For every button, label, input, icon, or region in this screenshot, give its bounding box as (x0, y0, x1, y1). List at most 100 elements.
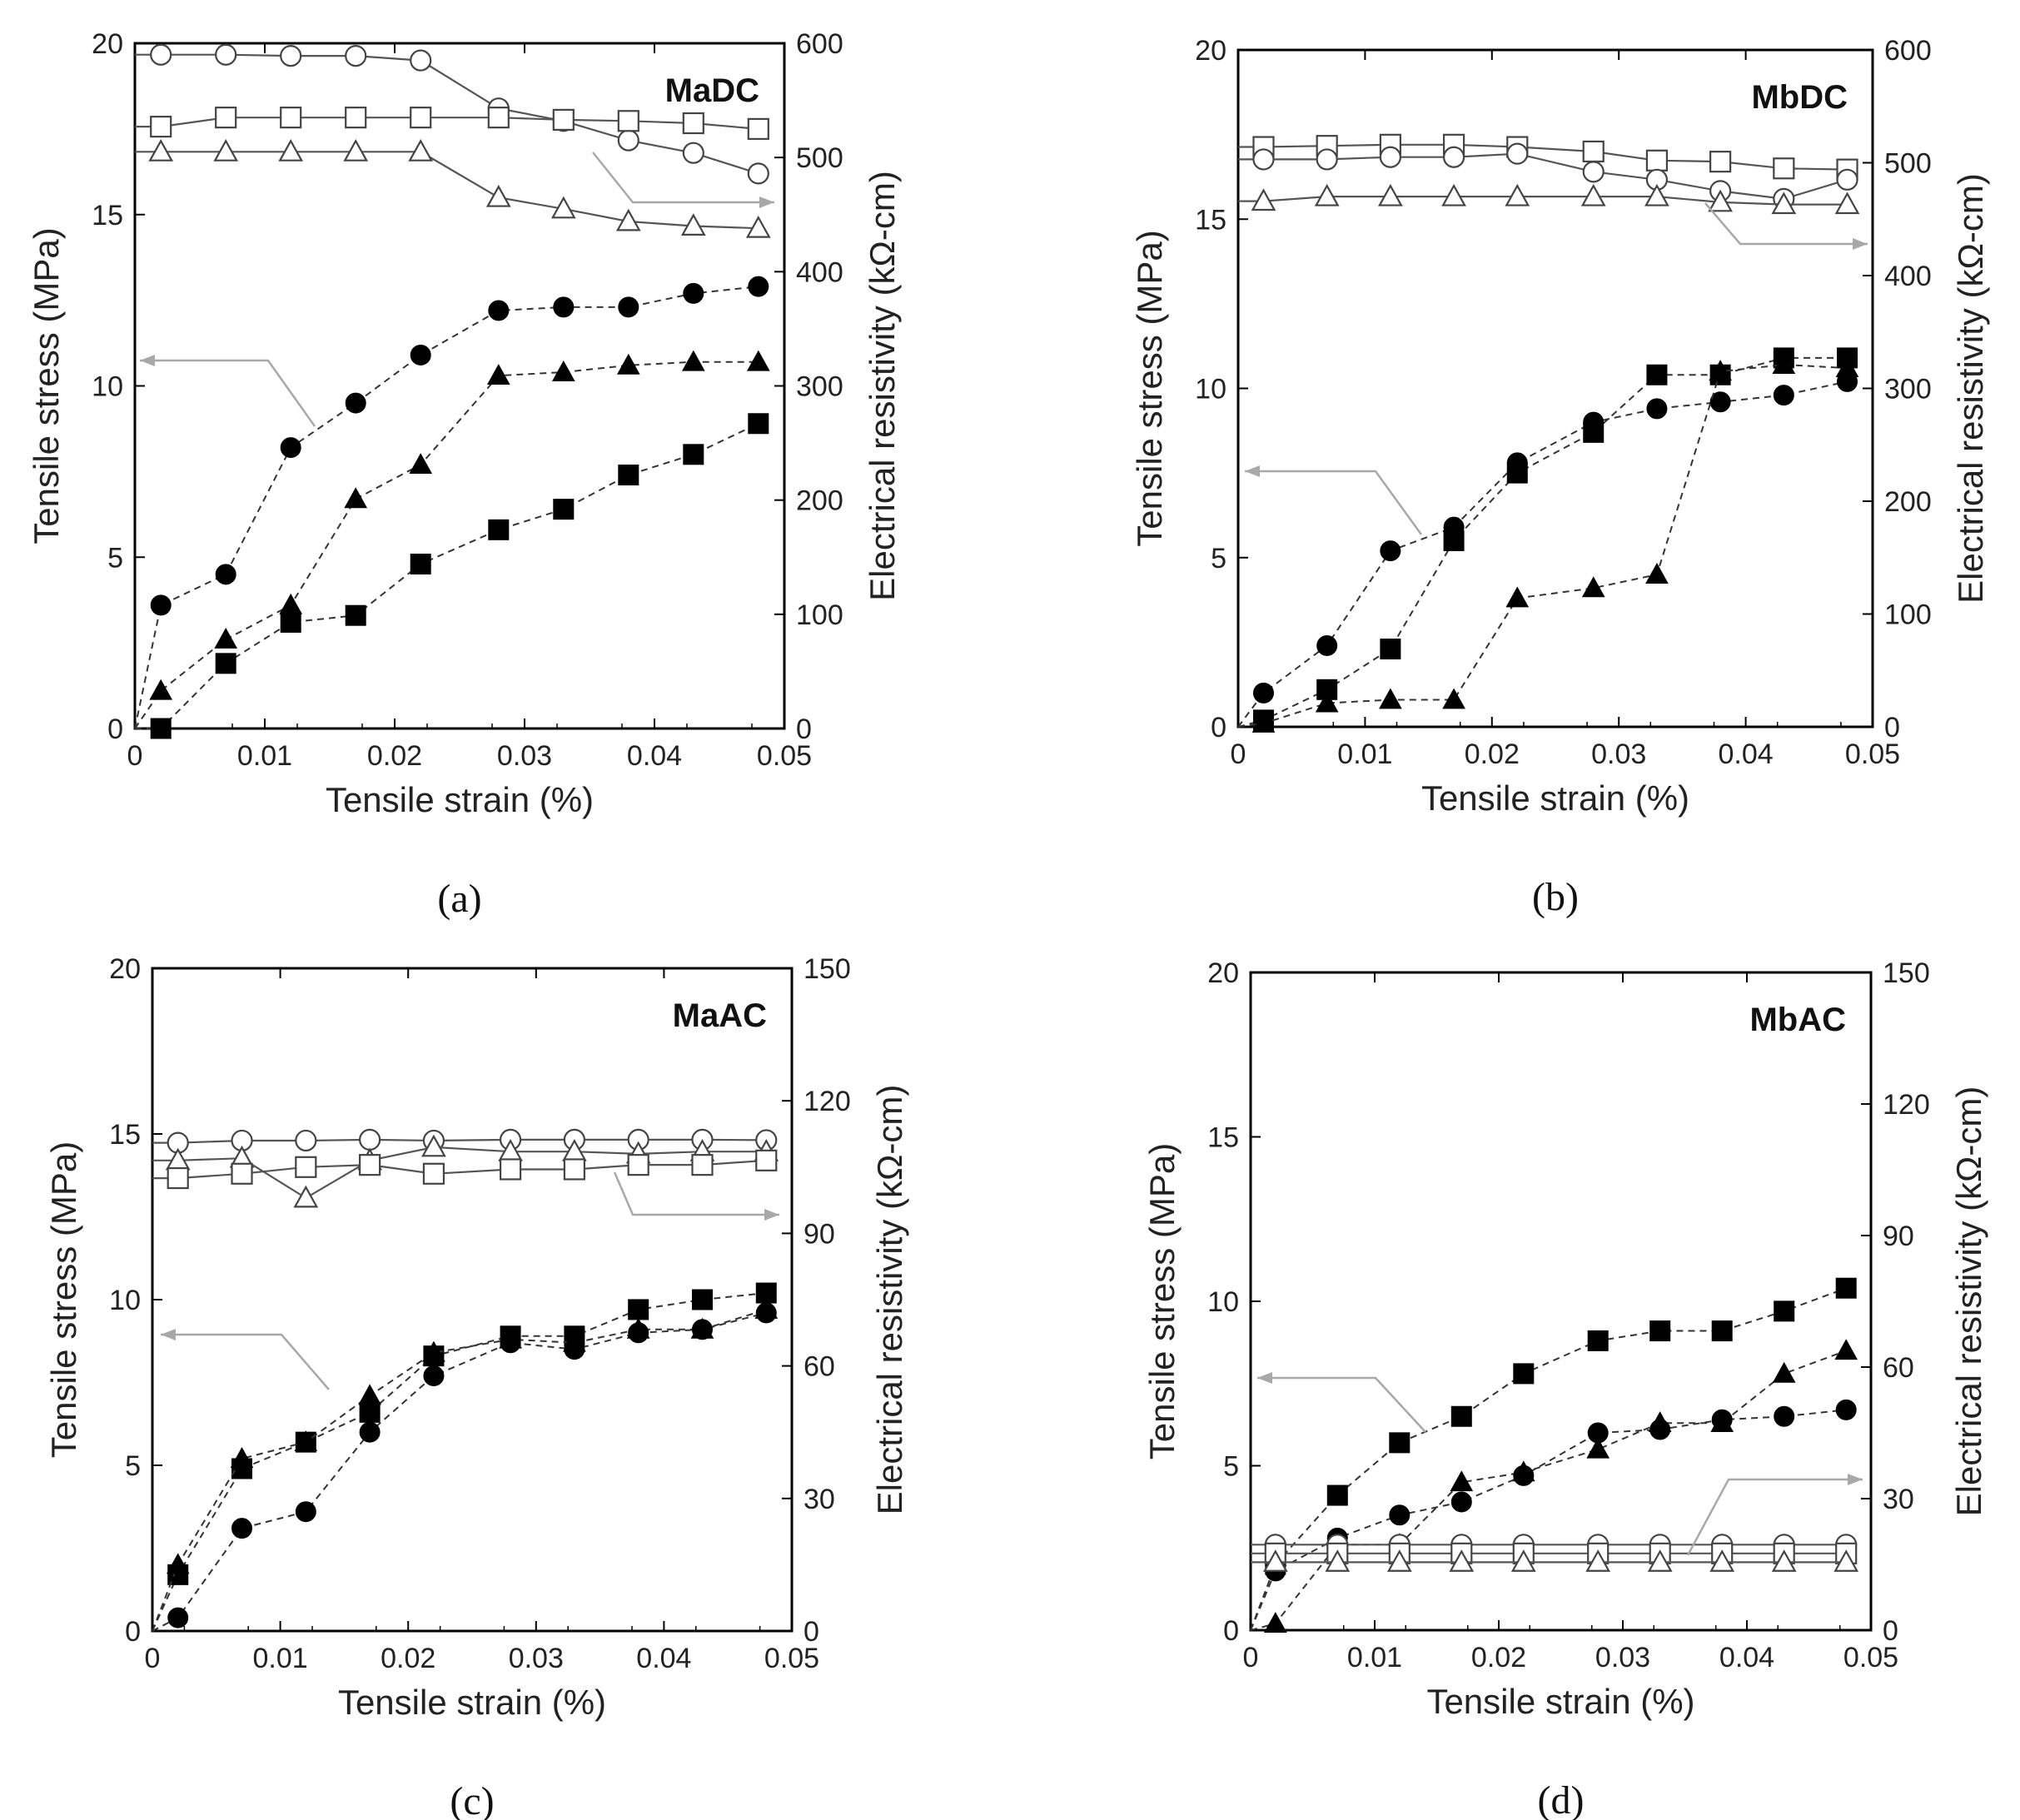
data-point-triangle-open (1644, 183, 1669, 206)
stress-axis-pointer-arrow-head (1245, 465, 1260, 477)
y-tick-label: 15 (1207, 1122, 1239, 1154)
data-point-triangle-filled (294, 1430, 318, 1452)
y2-axis-label: Electrical resistivity (kΩ-cm) (1949, 1087, 1988, 1517)
stress-axis-pointer-arrow (161, 1333, 330, 1390)
resistivity-axis-pointer-arrow-head (764, 1209, 779, 1221)
y-axis-label: Tensile stress (MPa) (1142, 1143, 1182, 1459)
panel-caption: (a) (437, 877, 481, 921)
resistivity-axis-pointer-arrow-head (1848, 1474, 1863, 1485)
x-axis-label: Tensile strain (%) (326, 780, 594, 819)
data-point-square-filled (1389, 1432, 1411, 1454)
data-point-square-filled (1443, 530, 1465, 551)
x-tick-label: 0.01 (1337, 738, 1392, 770)
data-point-triangle-open (148, 139, 174, 162)
stress-axis-pointer-arrow-head (1257, 1372, 1272, 1384)
y2-tick-label: 600 (1884, 35, 1932, 67)
data-point-triangle-filled (1263, 1612, 1287, 1633)
data-point-circle-filled (231, 1518, 253, 1539)
data-point-square-filled (748, 413, 769, 435)
data-point-triangle-open (550, 196, 576, 219)
resistivity-axis-pointer-arrow-head (759, 196, 774, 208)
x-axis-label: Tensile strain (%) (1421, 778, 1689, 818)
data-point-circle-filled (553, 296, 575, 318)
data-point-square-open (150, 116, 172, 138)
data-point-circle-filled (1649, 1419, 1671, 1440)
data-point-circle-filled (755, 1302, 777, 1324)
y-tick-label: 10 (109, 1285, 141, 1316)
panel-a: 0 0.01 0.02 0.03 0.04 0.050510152001002003004… (27, 28, 902, 921)
data-point-circle-filled (359, 1421, 381, 1443)
y2-tick-label: 100 (796, 599, 843, 631)
y-tick-label: 20 (92, 28, 123, 60)
data-point-triangle-filled (149, 679, 173, 700)
y2-tick-label: 0 (804, 1616, 819, 1648)
resistivity-axis-pointer-arrow (1704, 202, 1868, 246)
data-point-square-open (487, 107, 510, 129)
data-point-triangle-open (485, 184, 511, 207)
x-tick-label: 0.04 (636, 1643, 691, 1674)
data-point-square-open (1709, 151, 1732, 173)
data-point-circle-filled (1711, 1409, 1733, 1430)
data-point-circle-open (215, 43, 237, 66)
panel-title: MbDC (1751, 79, 1848, 116)
y2-tick-label: 400 (1884, 261, 1932, 292)
data-point-circle-filled (691, 1319, 713, 1340)
data-point-square-filled (488, 519, 510, 540)
data-point-square-open (691, 1154, 714, 1176)
y2-axis-label: Electrical resistivity (kΩ-cm) (870, 1085, 909, 1515)
data-point-square-open (563, 1158, 585, 1181)
data-point-square-open (552, 108, 575, 132)
data-point-triangle-open (1505, 183, 1530, 206)
data-point-triangle-filled (214, 627, 238, 649)
y2-axis-label: Electrical resistivity (kΩ-cm) (1951, 173, 1990, 604)
data-point-triangle-open (1314, 183, 1340, 206)
data-point-square-filled (359, 1401, 381, 1423)
data-point-triangle-open (343, 139, 369, 162)
data-point-square-filled (1835, 1277, 1857, 1299)
data-point-triangle-open (680, 213, 706, 236)
data-point-square-filled (1380, 639, 1401, 660)
x-tick-label: 0.04 (1719, 738, 1774, 770)
x-tick-label: 0.01 (1347, 1642, 1402, 1673)
data-point-square-filled (1774, 1300, 1795, 1322)
data-point-circle-open (295, 1129, 317, 1152)
data-point-circle-open (1379, 146, 1401, 168)
y2-tick-label: 200 (1884, 486, 1932, 518)
data-point-triangle-filled (166, 1553, 190, 1574)
data-point-circle-filled (345, 392, 366, 414)
x-tick-label: 0.05 (1845, 738, 1900, 770)
data-point-triangle-open (1378, 183, 1403, 206)
data-point-circle-open (682, 142, 704, 164)
y-tick-label: 5 (1223, 1451, 1239, 1483)
x-tick-label: 0.02 (381, 1643, 435, 1674)
y-tick-label: 5 (125, 1450, 141, 1482)
series-line-triangle-filled (1237, 363, 1848, 728)
data-point-triangle-filled (422, 1340, 445, 1362)
data-point-square-filled (1506, 462, 1528, 484)
data-point-triangle-filled (1315, 691, 1339, 713)
data-point-circle-filled (410, 344, 431, 365)
data-point-circle-filled (1835, 1399, 1857, 1420)
x-tick-label: 0 (1231, 738, 1246, 770)
data-point-triangle-open (615, 208, 641, 231)
data-point-circle-open (1252, 148, 1275, 171)
data-point-circle-open (345, 44, 367, 67)
stress-axis-pointer-arrow-head (161, 1329, 176, 1340)
data-point-circle-open (1316, 148, 1338, 171)
data-point-square-open (682, 112, 704, 135)
data-point-circle-filled (1513, 1464, 1535, 1486)
data-point-triangle-filled (1835, 356, 1859, 378)
data-point-triangle-filled (344, 487, 368, 509)
y-tick-label: 0 (125, 1616, 141, 1648)
x-tick-label: 0.03 (1595, 1642, 1650, 1673)
data-point-circle-filled (1773, 385, 1794, 406)
data-point-square-filled (345, 604, 366, 626)
panel-c: 0 0.01 0.02 0.03 0.04 0.050510152003060901201… (44, 953, 909, 1820)
series-line-circle-filled (1237, 380, 1848, 728)
series-line-triangle-open (135, 151, 759, 230)
data-point-circle-filled (1587, 1422, 1609, 1444)
resistivity-axis-pointer-arrow (592, 152, 774, 204)
data-point-triangle-open (1325, 1549, 1351, 1572)
y2-tick-label: 100 (1884, 599, 1932, 631)
panel-b: 0 0.01 0.02 0.03 0.04 0.050510152001002003004… (1130, 35, 1990, 919)
